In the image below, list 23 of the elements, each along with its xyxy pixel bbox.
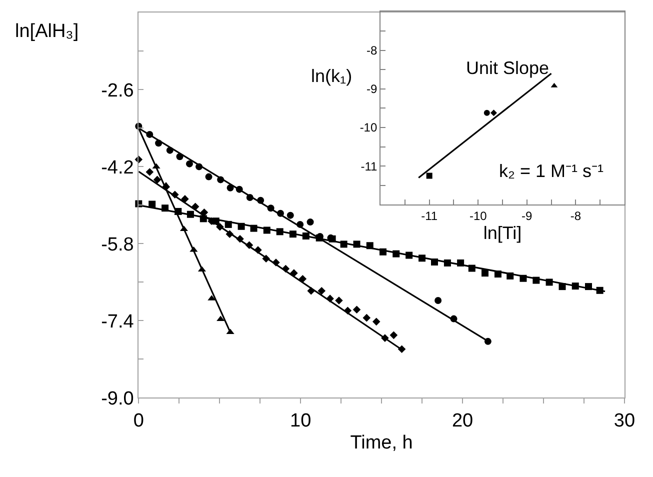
annotation: Unit Slope — [466, 58, 550, 78]
x-tick-label: 30 — [614, 410, 636, 432]
y-tick-label: -5.8 — [101, 234, 134, 256]
y-axis-title: ln(k₁) — [311, 66, 352, 86]
x-tick-label: 0 — [133, 410, 144, 432]
x-axis-title: Time, h — [350, 432, 413, 454]
y-axis-title: ln[AlH₃] — [15, 21, 79, 42]
x-tick-label: -8 — [570, 209, 582, 224]
y-tick-label: -4.2 — [101, 157, 134, 178]
x-tick-label: -9 — [522, 209, 533, 224]
x-tick-label: 20 — [452, 410, 474, 432]
y-tick-label: -9 — [366, 82, 378, 96]
x-tick-label: -11 — [421, 209, 438, 224]
y-tick-label: -9.0 — [101, 388, 134, 410]
x-tick-label: -10 — [469, 209, 488, 224]
x-axis-title: ln[Ti] — [483, 223, 522, 244]
y-tick-label: -11 — [360, 159, 378, 174]
annotation: k₂ = 1 M⁻¹ s⁻¹ — [499, 161, 604, 181]
x-tick-label: 10 — [290, 410, 312, 432]
y-tick-label: -10 — [360, 120, 378, 135]
y-tick-label: -2.6 — [101, 80, 134, 102]
y-tick-label: -7.4 — [101, 311, 134, 332]
y-tick-label: -8 — [366, 44, 378, 58]
